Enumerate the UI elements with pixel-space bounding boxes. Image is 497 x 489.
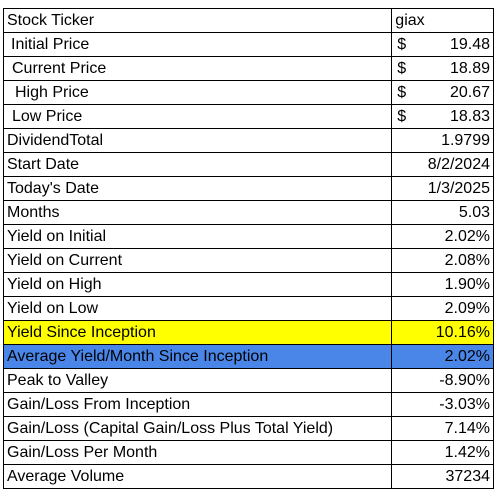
cell-label[interactable]: Average Volume	[2, 464, 393, 489]
price-value: 18.89	[449, 60, 490, 77]
cell-label[interactable]: Initial Price	[2, 32, 393, 57]
table-row: Initial Price $19.48	[2, 32, 494, 57]
cell-value[interactable]: $18.83	[391, 104, 494, 129]
cell-label[interactable]: High Price	[2, 80, 393, 105]
cell-label[interactable]: Today's Date	[2, 176, 393, 201]
table-row: Start Date 8/2/2024	[2, 152, 494, 177]
cell-value[interactable]: 2.02%	[391, 344, 494, 369]
cell-value[interactable]: -8.90%	[391, 368, 494, 393]
price-value: 18.83	[449, 108, 490, 125]
currency-symbol: $	[397, 108, 407, 125]
cell-value[interactable]: 5.03	[391, 200, 494, 225]
cell-value[interactable]: $19.48	[391, 32, 494, 57]
table-row: Gain/Loss From Inception -3.03%	[2, 392, 494, 417]
table-row: Peak to Valley -8.90%	[2, 368, 494, 393]
currency-symbol: $	[397, 84, 407, 101]
cell-value[interactable]: 1/3/2025	[391, 176, 494, 201]
cell-label[interactable]: Average Yield/Month Since Inception	[2, 344, 393, 369]
table-row: Average Volume 37234	[2, 464, 494, 489]
cell-value[interactable]: 10.16%	[391, 320, 494, 345]
cell-label[interactable]: Yield on High	[2, 272, 393, 297]
stock-summary-table: Stock Ticker giax Initial Price $19.48 C…	[2, 8, 494, 489]
cell-value[interactable]: 1.90%	[391, 272, 494, 297]
cell-value[interactable]: 2.08%	[391, 248, 494, 273]
cell-value[interactable]: giax	[391, 8, 494, 33]
cell-label[interactable]: Gain/Loss Per Month	[2, 440, 393, 465]
table-row: Yield on Current 2.08%	[2, 248, 494, 273]
cell-label[interactable]: DividendTotal	[2, 128, 393, 153]
cell-label[interactable]: Peak to Valley	[2, 368, 393, 393]
table-row-highlighted: Yield Since Inception 10.16%	[2, 320, 494, 345]
table-row: Months 5.03	[2, 200, 494, 225]
table-row: DividendTotal 1.9799	[2, 128, 494, 153]
cell-value[interactable]: 37234	[391, 464, 494, 489]
table-row: Yield on Low 2.09%	[2, 296, 494, 321]
table-row: Today's Date 1/3/2025	[2, 176, 494, 201]
cell-value[interactable]: 1.9799	[391, 128, 494, 153]
cell-label[interactable]: Gain/Loss From Inception	[2, 392, 393, 417]
cell-label[interactable]: Yield on Low	[2, 296, 393, 321]
table-row: Stock Ticker giax	[2, 8, 494, 33]
cell-value[interactable]: 7.14%	[391, 416, 494, 441]
cell-value[interactable]: $18.89	[391, 56, 494, 81]
table-row: Gain/Loss (Capital Gain/Loss Plus Total …	[2, 416, 494, 441]
cell-value[interactable]: 8/2/2024	[391, 152, 494, 177]
table-row: Yield on High 1.90%	[2, 272, 494, 297]
table-row: Gain/Loss Per Month 1.42%	[2, 440, 494, 465]
table-row-highlighted: Average Yield/Month Since Inception 2.02…	[2, 344, 494, 369]
cell-label[interactable]: Stock Ticker	[2, 8, 393, 33]
table-row: High Price $20.67	[2, 80, 494, 105]
price-value: 20.67	[449, 84, 490, 101]
cell-label[interactable]: Gain/Loss (Capital Gain/Loss Plus Total …	[2, 416, 393, 441]
cell-value[interactable]: $20.67	[391, 80, 494, 105]
cell-label[interactable]: Yield on Initial	[2, 224, 393, 249]
cell-value[interactable]: 1.42%	[391, 440, 494, 465]
price-value: 19.48	[449, 36, 490, 53]
cell-value[interactable]: 2.09%	[391, 296, 494, 321]
table-row: Current Price $18.89	[2, 56, 494, 81]
table-row: Low Price $18.83	[2, 104, 494, 129]
cell-label[interactable]: Start Date	[2, 152, 393, 177]
currency-symbol: $	[397, 36, 407, 53]
cell-label[interactable]: Yield on Current	[2, 248, 393, 273]
cell-label[interactable]: Yield Since Inception	[2, 320, 393, 345]
cell-value[interactable]: -3.03%	[391, 392, 494, 417]
cell-label[interactable]: Months	[2, 200, 393, 225]
currency-symbol: $	[397, 60, 407, 77]
cell-value[interactable]: 2.02%	[391, 224, 494, 249]
cell-label[interactable]: Current Price	[2, 56, 393, 81]
cell-label[interactable]: Low Price	[2, 104, 393, 129]
table-row: Yield on Initial 2.02%	[2, 224, 494, 249]
